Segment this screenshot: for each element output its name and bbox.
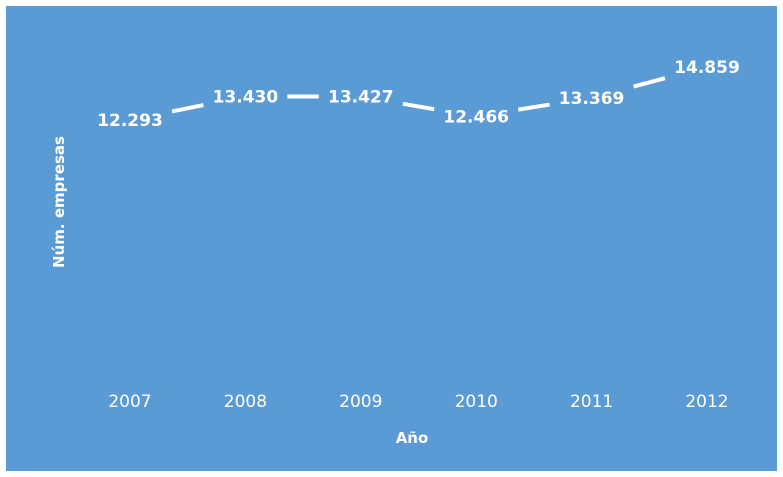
- data-label-2008: 13.430: [213, 88, 279, 108]
- x-tick-2009: 2009: [339, 392, 382, 412]
- data-labels: 12.293 13.430 13.427 12.466 13.369 14.859: [97, 58, 740, 131]
- line-segment-2011-2012: [633, 76, 666, 89]
- x-axis-title: Año: [396, 429, 429, 447]
- drop-lines: [129, 84, 708, 357]
- x-axis-tick-labels: 2007 2008 2009 2010 2011 2012: [108, 392, 728, 412]
- series-line: [171, 76, 666, 114]
- data-label-2012: 14.859: [674, 58, 740, 78]
- data-label-2007: 12.293: [97, 111, 163, 131]
- x-tick-2007: 2007: [108, 392, 151, 412]
- x-tick-2011: 2011: [570, 392, 613, 412]
- line-segment-2007-2008: [171, 103, 204, 114]
- x-tick-2012: 2012: [685, 392, 728, 412]
- data-label-2010: 12.466: [443, 107, 509, 127]
- y-axis-title: Núm. empresas: [50, 136, 68, 268]
- data-label-2011: 13.369: [559, 89, 625, 109]
- x-tick-2010: 2010: [455, 392, 498, 412]
- line-chart: 12.293 13.430 13.427 12.466 13.369 14.859 200…: [6, 6, 777, 471]
- x-tick-2008: 2008: [224, 392, 267, 412]
- data-label-2009: 13.427: [328, 88, 394, 108]
- line-segment-2010-2011: [517, 102, 550, 112]
- line-segment-2009-2010: [402, 101, 435, 112]
